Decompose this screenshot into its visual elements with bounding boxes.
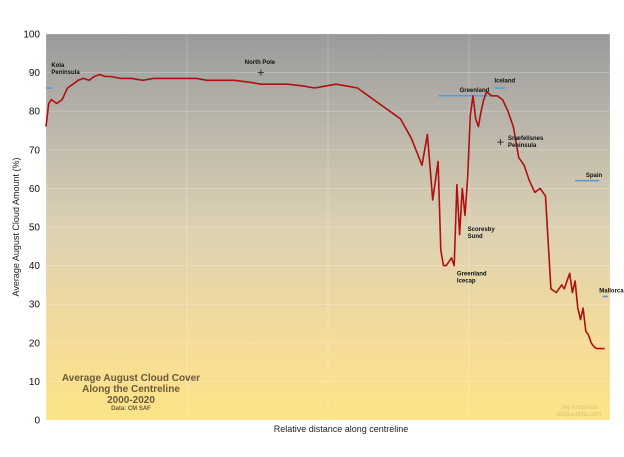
y-tick-label: 100 — [23, 30, 40, 41]
y-tick-label: 30 — [29, 300, 41, 311]
annotation-label: North Pole — [245, 60, 276, 66]
y-tick-label: 10 — [29, 377, 41, 388]
annotation-label: Scoresby Sund — [468, 227, 496, 240]
y-tick-label: 40 — [29, 261, 41, 272]
credit-line-2: eclipsophile.com — [557, 412, 601, 418]
y-tick-label: 20 — [29, 338, 41, 349]
y-tick-label: 90 — [29, 68, 41, 79]
cloud-cover-line — [45, 73, 605, 350]
plot-background — [46, 34, 610, 420]
location-plus-marker — [497, 139, 504, 146]
y-tick-labels: 0 10 20 30 40 50 60 70 80 90 100 — [23, 30, 40, 427]
location-annotations: Kola Peninsula North Pole Greenland Iceland S… — [51, 60, 624, 295]
annotation-label: Greenland — [460, 88, 490, 94]
y-tick-label: 70 — [29, 145, 41, 156]
location-markers — [46, 69, 608, 298]
y-axis-title: Average August Cloud Amount (%) — [11, 158, 21, 297]
y-tick-label: 60 — [29, 184, 41, 195]
y-tick-label: 50 — [29, 223, 41, 234]
location-plus-marker — [257, 69, 264, 76]
inset-title-line-2: Along the Centreline — [82, 384, 180, 395]
x-axis-title: Relative distance along centreline — [274, 424, 409, 434]
gridlines — [45, 33, 611, 421]
y-tick-label: 80 — [29, 107, 41, 118]
inset-title-line-3: 2000-2020 — [107, 395, 155, 406]
annotation-label: Snæfellsnes Peninsula — [508, 136, 544, 149]
annotation-label: Spain — [586, 173, 603, 179]
inset-title-line-1: Average August Cloud Cover — [62, 373, 200, 384]
y-tick-label: 0 — [34, 416, 40, 427]
annotation-label: Iceland — [495, 78, 516, 84]
inset-title-block: Average August Cloud Cover Along the Cen… — [62, 373, 200, 412]
annotation-label: Greenland Icecap — [457, 271, 487, 284]
annotation-label: Mallorca — [599, 289, 624, 295]
credit-line-1: Jay Anderson — [561, 405, 597, 411]
inset-source: Data: CM SAF — [111, 406, 151, 412]
annotation-label: Kola Peninsula — [51, 63, 80, 76]
